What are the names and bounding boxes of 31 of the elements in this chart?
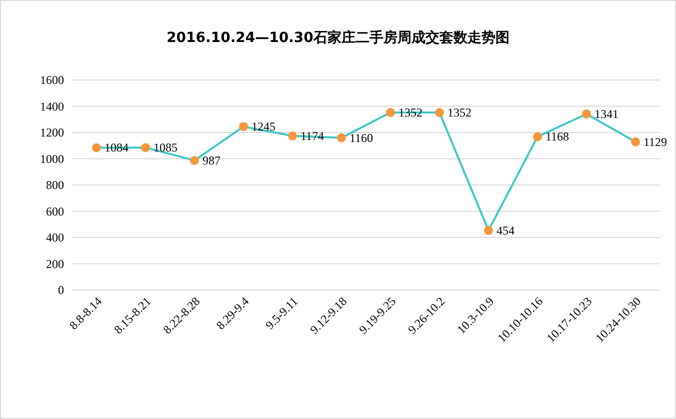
point [141, 143, 150, 152]
point [337, 133, 346, 142]
point [92, 143, 101, 152]
data-label: 987 [202, 153, 220, 168]
y-tick-label: 0 [58, 283, 64, 297]
y-tick-label: 1400 [40, 99, 64, 114]
y-tick-label: 200 [46, 256, 64, 271]
y-tick-label: 1200 [40, 126, 64, 140]
y-tick-label: 600 [46, 204, 64, 218]
data-label: 1129 [644, 134, 668, 149]
point [582, 109, 591, 118]
point [190, 156, 199, 165]
point [631, 137, 640, 146]
y-tick-label: 400 [46, 230, 64, 244]
point [386, 108, 395, 118]
data-label: 1168 [546, 130, 570, 144]
point [533, 132, 542, 142]
data-label: 454 [496, 223, 514, 238]
y-tick-label: 1000 [40, 152, 64, 166]
y-tick-label: 800 [46, 178, 64, 192]
data-label: 1341 [594, 106, 618, 121]
point [288, 131, 297, 140]
y-tick-label: 1600 [40, 73, 64, 87]
data-label: 1352 [448, 106, 472, 120]
point [484, 226, 493, 235]
chart-title: 2016.10.24—10.30石家庄二手房周成交套数走势图 [166, 29, 510, 46]
data-label: 1085 [154, 140, 178, 155]
data-label: 1245 [252, 120, 276, 134]
data-label: 1160 [350, 130, 374, 145]
point [435, 108, 444, 118]
point [239, 122, 248, 132]
